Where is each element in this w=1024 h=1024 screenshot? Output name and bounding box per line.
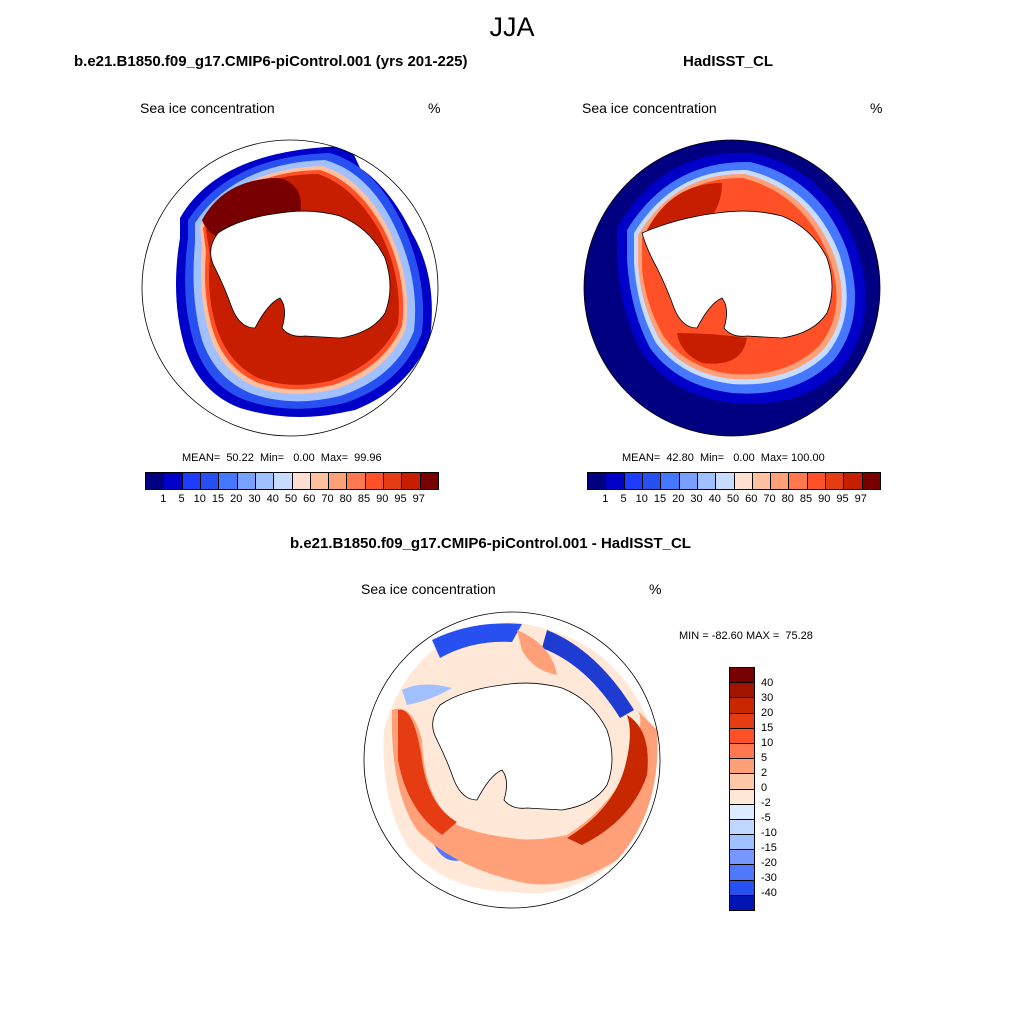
colorbar-label: -5 <box>761 812 771 824</box>
colorbar-label: 5 <box>178 493 185 505</box>
colorbar-label: 30 <box>248 493 261 505</box>
colorbar-label: 1 <box>160 493 167 505</box>
variable-label-model: Sea ice concentration <box>140 100 275 116</box>
colorbar-label: 40 <box>708 493 721 505</box>
stats-model: MEAN= 50.22 Min= 0.00 Max= 99.96 <box>182 452 382 464</box>
colorbar-label: 60 <box>303 493 316 505</box>
map-diff-sea-ice <box>363 611 661 909</box>
colorbar-label: 15 <box>211 493 225 505</box>
colorbar-label: 20 <box>230 493 243 505</box>
colorbar-label: -30 <box>761 872 777 884</box>
colorbar-label: 5 <box>761 752 768 764</box>
colorbar-label: 10 <box>193 493 206 505</box>
colorbar-label: 85 <box>799 493 813 505</box>
colorbar-label: 10 <box>761 737 774 749</box>
colorbar-label: 0 <box>761 782 768 794</box>
stats-diff: MIN = -82.60 MAX = 75.28 <box>679 630 813 642</box>
units-label-model: % <box>428 100 441 116</box>
panel-title-model: b.e21.B1850.f09_g17.CMIP6-piControl.001 … <box>74 53 468 70</box>
colorbar-label: 15 <box>653 493 667 505</box>
colorbar-label: 60 <box>745 493 758 505</box>
panel-title-diff: b.e21.B1850.f09_g17.CMIP6-piControl.001 … <box>290 535 691 552</box>
diff-ice-field <box>364 612 660 908</box>
colorbar-label: 95 <box>394 493 407 505</box>
colorbar-diff <box>729 667 755 911</box>
map-obs-sea-ice <box>583 139 881 437</box>
figure-title: JJA <box>489 12 535 42</box>
colorbar-label: 90 <box>376 493 389 505</box>
colorbar-label: 15 <box>761 722 774 734</box>
model-ice-field <box>142 140 438 436</box>
colorbar-label: 90 <box>818 493 831 505</box>
colorbar-label: 5 <box>620 493 627 505</box>
colorbar-label: 30 <box>761 692 774 704</box>
panel-title-obs: HadISST_CL <box>683 53 774 70</box>
colorbar-label: 97 <box>854 493 867 505</box>
colorbar-label: 20 <box>761 707 774 719</box>
colorbar-label: -40 <box>761 887 777 899</box>
colorbar-label: 50 <box>726 493 740 505</box>
colorbar-label: -15 <box>761 842 777 854</box>
colorbar-label: 85 <box>357 493 371 505</box>
colorbar-label: -2 <box>761 797 771 809</box>
colorbar-label: 95 <box>836 493 849 505</box>
colorbar-label: 80 <box>339 493 352 505</box>
colorbar-label: 40 <box>266 493 279 505</box>
stats-obs: MEAN= 42.80 Min= 0.00 Max= 100.00 <box>622 452 825 464</box>
colorbar-label: 97 <box>412 493 425 505</box>
colorbar-label: -10 <box>761 827 777 839</box>
colorbar-label: 1 <box>602 493 609 505</box>
colorbar-label: -20 <box>761 857 777 869</box>
colorbar-label: 2 <box>761 767 768 779</box>
map-model-sea-ice <box>141 139 439 437</box>
units-label-diff: % <box>649 581 662 597</box>
colorbar-label: 70 <box>321 493 334 505</box>
colorbar-label: 10 <box>635 493 648 505</box>
obs-ice-field <box>584 140 880 436</box>
colorbar-label: 40 <box>761 677 774 689</box>
colorbar-label: 20 <box>672 493 685 505</box>
units-label-obs: % <box>870 100 883 116</box>
colorbar-obs <box>587 472 881 490</box>
variable-label-obs: Sea ice concentration <box>582 100 717 116</box>
colorbar-label: 30 <box>690 493 703 505</box>
variable-label-diff: Sea ice concentration <box>361 581 496 597</box>
colorbar-label: 50 <box>284 493 298 505</box>
colorbar-model <box>145 472 439 490</box>
colorbar-label: 70 <box>763 493 776 505</box>
colorbar-label: 80 <box>781 493 794 505</box>
